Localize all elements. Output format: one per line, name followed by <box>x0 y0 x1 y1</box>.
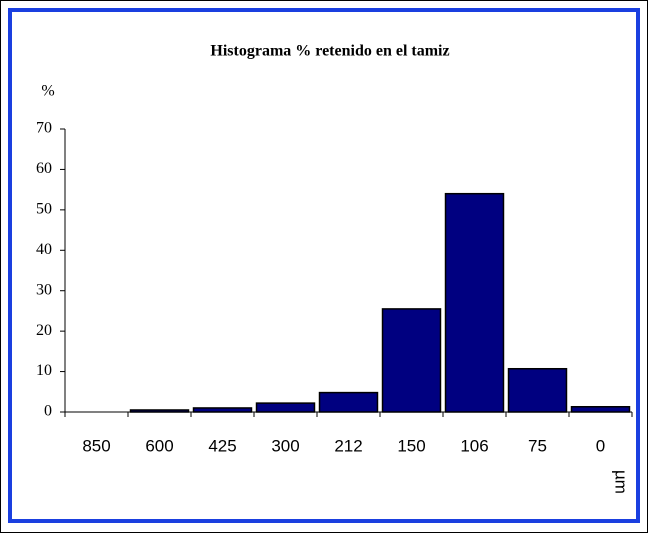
y-tick-label: 50 <box>36 201 52 218</box>
x-tick-label: 425 <box>208 436 236 455</box>
x-tick-label: 212 <box>334 436 362 455</box>
x-tick-label: 0 <box>596 436 605 455</box>
x-tick-label: 75 <box>528 436 547 455</box>
chart-frame <box>8 8 640 523</box>
y-tick-label: 10 <box>36 362 52 379</box>
x-tick-label: 850 <box>82 436 110 455</box>
y-tick-label: 0 <box>44 403 52 420</box>
y-tick-label: 20 <box>36 322 52 339</box>
x-tick-label: 150 <box>397 436 425 455</box>
y-tick-label: 70 <box>36 120 52 137</box>
y-tick-label: 40 <box>36 241 52 258</box>
x-tick-label: 600 <box>145 436 173 455</box>
x-tick-label: 300 <box>271 436 299 455</box>
y-axis-label: % <box>41 83 54 100</box>
chart-title: Histograma % retenido en el tamiz <box>210 43 449 60</box>
y-tick-label: 60 <box>36 160 52 177</box>
x-tick-label: 106 <box>460 436 488 455</box>
x-axis-label: µm <box>612 470 631 494</box>
bar <box>255 402 316 413</box>
bar <box>444 192 505 413</box>
bar <box>192 407 253 413</box>
bar <box>381 308 442 413</box>
bar <box>507 367 568 413</box>
bar <box>318 391 379 413</box>
bar <box>570 405 631 413</box>
y-tick-label: 30 <box>36 281 52 298</box>
